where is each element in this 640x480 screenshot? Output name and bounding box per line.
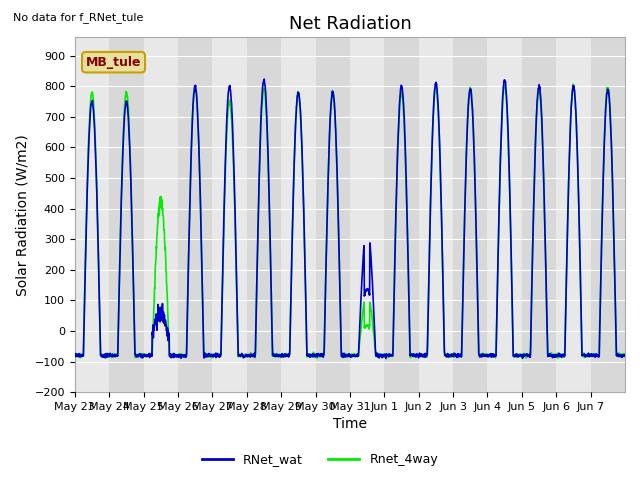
Y-axis label: Solar Radiation (W/m2): Solar Radiation (W/m2): [15, 134, 29, 296]
Text: MB_tule: MB_tule: [86, 56, 141, 69]
Text: No data for f_RNet_tule: No data for f_RNet_tule: [13, 12, 143, 23]
Bar: [419, 37, 453, 392]
Bar: [212, 37, 247, 392]
X-axis label: Time: Time: [333, 418, 367, 432]
Bar: [178, 37, 212, 392]
Bar: [316, 37, 350, 392]
Bar: [522, 37, 556, 392]
Bar: [453, 37, 488, 392]
Bar: [556, 37, 591, 392]
Bar: [281, 37, 316, 392]
Bar: [75, 37, 109, 392]
Bar: [109, 37, 143, 392]
Bar: [488, 37, 522, 392]
Legend: RNet_wat, Rnet_4way: RNet_wat, Rnet_4way: [197, 448, 443, 471]
Bar: [384, 37, 419, 392]
Bar: [591, 37, 625, 392]
Title: Net Radiation: Net Radiation: [289, 15, 412, 33]
Bar: [247, 37, 281, 392]
Bar: [350, 37, 384, 392]
Bar: [143, 37, 178, 392]
